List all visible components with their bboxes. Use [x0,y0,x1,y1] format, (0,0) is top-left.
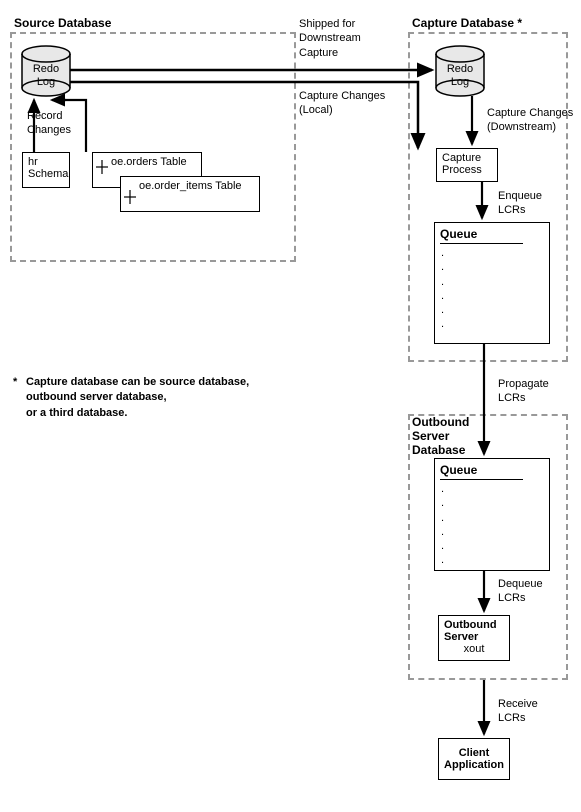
propagate-lcrs-label: Propagate LCRs [498,377,549,406]
capture-queue-box: Queue ...... [434,222,550,344]
dequeue-lcrs-label: Dequeue LCRs [498,577,543,606]
outbound-db-title: Outbound Server Database [412,415,469,457]
footnote-star: * [13,376,17,388]
outbound-queue-dots: ...... [441,482,543,568]
capture-changes-downstream-label: Capture Changes (Downstream) [487,106,573,135]
enqueue-lcrs-label: Enqueue LCRs [498,189,542,218]
capture-db-title-text: Capture Database [412,16,514,30]
footnote-text: Capture database can be source database,… [26,375,249,421]
hr-schema-box: hr Schema [22,152,70,188]
client-app-box: Client Application [438,738,510,780]
outbound-server-title: Outbound Server [444,619,504,643]
outbound-queue-title: Queue [440,463,523,480]
outbound-queue-box: Queue ...... [434,458,550,571]
oe-order-items-box: oe.order_items Table [120,176,260,212]
shipped-label: Shipped for Downstream Capture [299,17,361,60]
oe-order-items-text: oe.order_items Table [139,180,242,192]
outbound-server-box: Outbound Server xout [438,615,510,661]
source-db-region [10,32,296,262]
oe-orders-text: oe.orders Table [111,156,187,168]
capture-queue-title: Queue [440,227,523,244]
diagram-container: Source Database Capture Database * Outbo… [0,0,581,812]
record-changes-label: Record Changes [27,109,71,138]
capture-db-star: * [517,16,522,30]
outbound-server-xout: xout [444,643,504,655]
receive-lcrs-label: Receive LCRs [498,697,538,726]
capture-db-title: Capture Database * [412,16,522,30]
footnote: * [13,375,17,390]
capture-queue-dots: ...... [441,246,543,332]
source-db-title: Source Database [14,16,111,30]
capture-process-box: Capture Process [436,148,498,182]
capture-changes-local-label: Capture Changes (Local) [299,89,385,118]
